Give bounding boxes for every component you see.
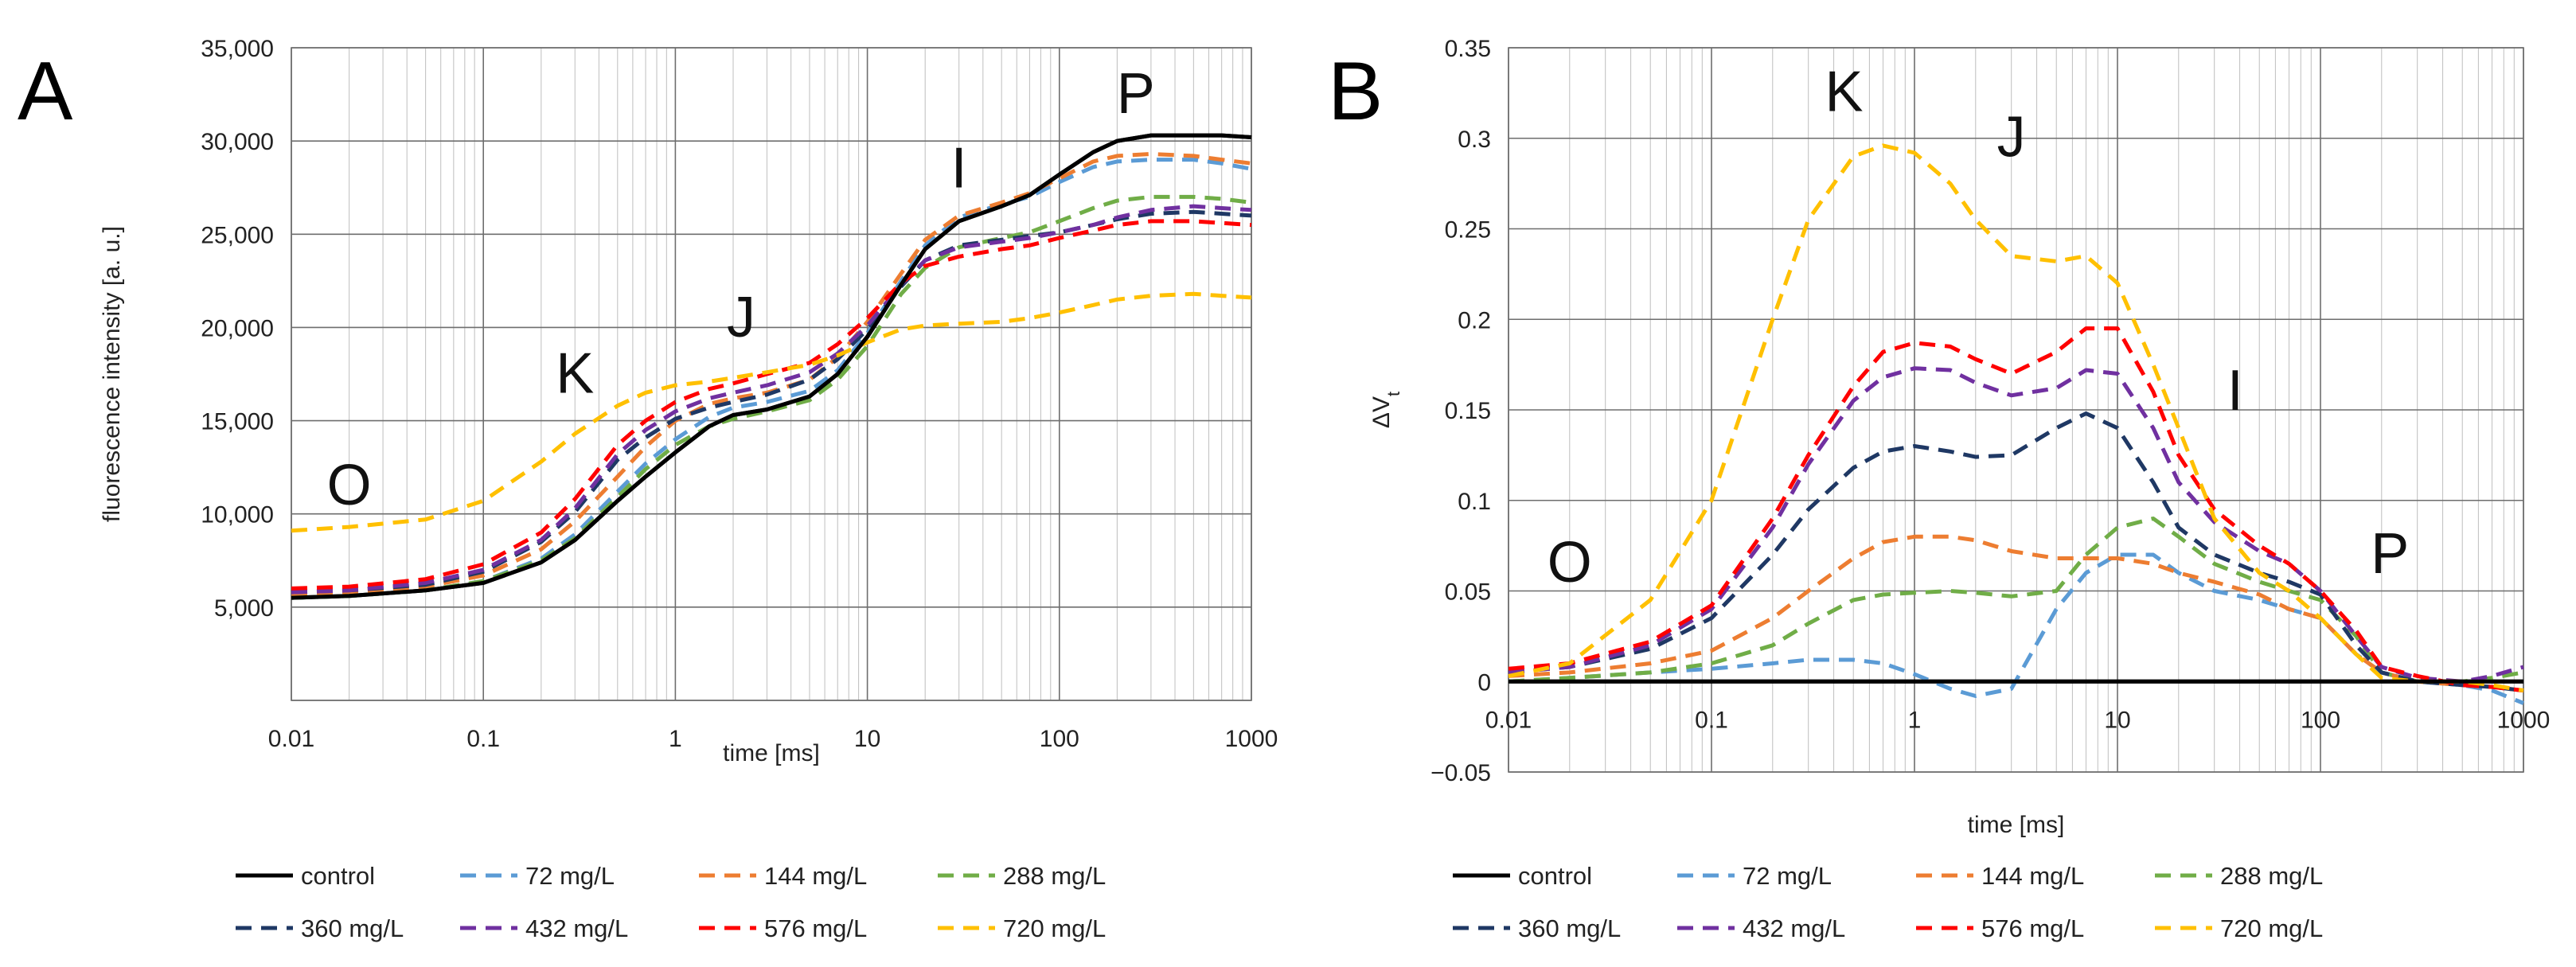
series-line-control-overlay [291,133,1252,600]
phase-label-K: K [556,341,594,405]
y-tick-label: 25,000 [201,222,274,248]
y-tick-label: 10,000 [201,502,274,528]
series-line-144-mg-l [1508,534,2524,693]
x-tick-label: 0.01 [268,726,314,752]
y-tick-label: 20,000 [201,315,274,341]
legend-entry: 360 mg/L [301,914,404,942]
phase-label-K: K [1825,60,1864,124]
y-tick-label: 0.2 [1458,307,1491,333]
legend-entry: 360 mg/L [1518,914,1621,942]
series-lines [291,133,1252,600]
panel-letter: A [18,45,73,138]
legend-entry: 72 mg/L [525,862,615,890]
legend-entry: 144 mg/L [1981,862,2084,890]
series-line-720-mg-l [1508,143,2524,693]
series-line-432-mg-l [1508,366,2524,684]
chart-panel-B: B −0.05 0 0.05 0.1 0.15 0.2 0.25 0.3 0.35 0.01 0.1 1… [1328,36,2550,942]
phase-label-O: O [327,454,372,517]
legend-entry: 432 mg/L [1743,914,1845,942]
legend-entry: control [301,862,375,890]
y-tick-label: 15,000 [201,409,274,435]
legend-entry: control [1518,862,1592,890]
x-tick-label: 0.1 [466,726,500,752]
x-tick-label: 10 [854,726,880,752]
phase-label-I: I [2227,359,2243,423]
series-line-360-mg-l [291,209,1252,595]
legend-entry: 720 mg/L [2220,914,2323,942]
legend-entry: 576 mg/L [1981,914,2084,942]
y-tick-label: 0.15 [1445,398,1491,424]
y-tick-label: 0.35 [1445,36,1491,62]
x-tick-label: 100 [2301,707,2340,733]
legend-entry: 720 mg/L [1003,914,1106,942]
phase-label-P: P [1117,62,1155,126]
y-tick-label: 35,000 [201,36,274,62]
phase-label-O: O [1548,531,1592,595]
y-tick-label: 0.3 [1458,127,1491,153]
panel-letter: B [1328,45,1383,138]
phase-label-I: I [951,137,967,201]
y-axis-title-subscript: t [1384,392,1403,396]
x-tick-label: 1000 [2497,707,2551,733]
series-line-288-mg-l [291,194,1252,600]
legend-entry: 432 mg/L [525,914,628,942]
x-tick-label: 0.1 [1695,707,1728,733]
y-axis-title: fluorescence intensity [a. u.] [99,226,125,522]
legend-entry: 288 mg/L [2220,862,2323,890]
phase-label-J: J [1997,106,2026,170]
legend-entry: 576 mg/L [764,914,867,942]
y-axis-title-main: fluorescence intensity [a. u.] [99,226,125,522]
legend-entry: 288 mg/L [1003,862,1106,890]
x-tick-label: 1 [669,726,682,752]
x-tick-label: 0.01 [1485,707,1532,733]
x-tick-label: 1 [1908,707,1922,733]
y-tick-label: 5,000 [214,595,274,622]
x-tick-label: 100 [1040,726,1079,752]
series-line-576-mg-l [1508,326,2524,693]
x-axis-title: time [ms] [723,740,820,766]
y-tick-label: 30,000 [201,129,274,155]
y-axis-title-main: ΔV [1368,396,1395,428]
chart-panel-A: A 5,000 10,000 15,000 20,000 25,000 30,000 35,0… [18,36,1278,942]
plot-frame [291,47,1252,701]
x-tick-label: 1000 [1225,726,1278,752]
series-line-720-mg-l [291,291,1252,533]
series-line-360-mg-l [1508,411,2524,693]
legend-entry: 144 mg/L [764,862,867,890]
x-tick-label: 10 [2104,707,2130,733]
phase-label-J: J [727,286,755,349]
legend-entry: 72 mg/L [1743,862,1832,890]
legend: control 72 mg/L 144 mg/L 288 mg/L 360 mg/L 43… [1453,862,2323,942]
series-line-288-mg-l [1508,517,2524,684]
y-tick-label: 0.25 [1445,217,1491,244]
series-line-72-mg-l [291,158,1252,600]
series-line-576-mg-l [291,219,1252,591]
phase-label-P: P [2371,522,2409,586]
y-tick-label: 0.1 [1458,489,1491,515]
y-tick-label: 0 [1477,669,1491,696]
series-lines [1508,143,2524,705]
y-axis-title: ΔVt [1368,392,1403,428]
y-tick-label: −0.05 [1430,760,1491,786]
plot-frame [1508,47,2524,773]
y-tick-label: 0.05 [1445,579,1491,606]
legend: control 72 mg/L 144 mg/L 288 mg/L 360 mg/L 43… [236,862,1106,942]
x-axis-title: time [ms] [1968,812,2065,838]
